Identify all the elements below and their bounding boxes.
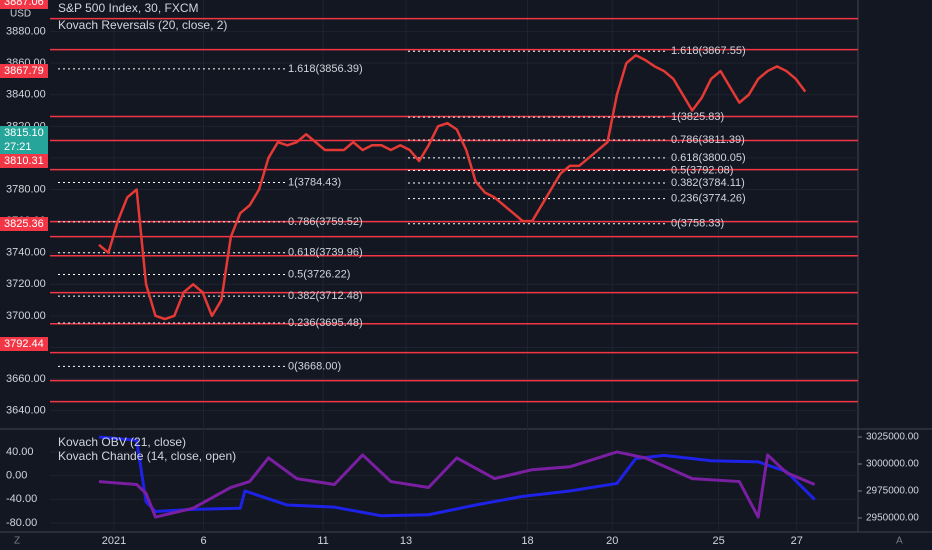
y2-tick-label: 2950000.00 [866, 513, 919, 524]
x-tick-label: 13 [400, 535, 412, 547]
fib-label: 0.786(3811.39) [671, 134, 745, 146]
fib-label: 1.618(3856.39) [288, 63, 363, 75]
x-tick-label: 6 [200, 535, 206, 547]
y-tick-label: -80.00 [6, 517, 37, 529]
price-tag [0, 140, 48, 154]
y-tick-label: 3740.00 [6, 247, 46, 259]
fib-label: 0.382(3712.48) [288, 290, 363, 302]
fib-label: 0.618(3739.96) [288, 247, 363, 259]
price-tag-label: 3815.10 [4, 127, 44, 139]
series-line [98, 54, 807, 321]
price-tag [0, 337, 48, 351]
fib-label: 1.618(3867.55) [671, 45, 746, 57]
y2-tick-label: 3000000.00 [866, 459, 919, 470]
x-tick-label: 27 [791, 535, 803, 547]
footer-left[interactable]: Z [14, 536, 20, 547]
y-tick-label: 40.00 [6, 446, 34, 458]
price-tag-label: 27:21 [4, 141, 32, 153]
x-tick-label: 11 [317, 535, 328, 547]
y-tick-label: 0.00 [6, 470, 27, 482]
fib-label: 0.236(3695.48) [288, 317, 363, 329]
fib-label: 0.382(3784.11) [671, 177, 745, 189]
price-tag [0, 126, 48, 140]
fib-label: 0(3668.00) [288, 360, 341, 372]
fib-label: 0.5(3792.08) [671, 164, 733, 176]
y-tick-label: 3720.00 [6, 278, 46, 290]
price-tag-label: 3792.44 [4, 338, 44, 350]
series-line [98, 450, 816, 519]
price-tag [0, 64, 48, 78]
price-tag [0, 0, 48, 9]
y-tick-label: 3640.00 [6, 405, 46, 417]
fib-label: 0(3758.33) [671, 218, 724, 230]
y2-tick-label: 2975000.00 [866, 486, 919, 497]
fib-label: 1(3784.43) [288, 176, 341, 188]
x-tick-label: 18 [521, 535, 533, 547]
x-tick-label: 2021 [102, 535, 126, 547]
y-tick-label: 3700.00 [6, 310, 46, 322]
fib-label: 0.618(3800.05) [671, 152, 746, 164]
price-tag-label: 3810.31 [4, 155, 44, 167]
price-tag-label: 3867.79 [4, 65, 44, 77]
y-tick-label: 3660.00 [6, 373, 46, 385]
currency: USD [10, 9, 31, 20]
y-tick-label: -40.00 [6, 493, 37, 505]
legend-entry: Kovach OBV (21, close) [58, 435, 186, 449]
price-tag [0, 217, 48, 231]
fib-label: 0.236(3774.26) [671, 192, 746, 204]
fib-label: 1(3825.83) [671, 111, 724, 123]
fib-label: 0.5(3726.22) [288, 268, 350, 280]
chart-title: S&P 500 Index, 30, FXCM [58, 1, 199, 15]
series-line [98, 435, 816, 518]
y2-tick-label: 3025000.00 [866, 432, 919, 443]
indicator-title: Kovach Reversals (20, close, 2) [58, 18, 227, 32]
price-tag [0, 154, 48, 168]
y-tick-label: 3880.00 [6, 25, 46, 37]
fib-label: 0.786(3759.52) [288, 216, 363, 228]
legend-entry: Kovach Chande (14, close, open) [58, 449, 236, 463]
y-tick-label: 3780.00 [6, 183, 46, 195]
x-tick-label: 25 [712, 535, 724, 547]
price-tag-label: 3825.36 [4, 218, 44, 230]
footer-right[interactable]: A [896, 536, 903, 547]
price-tag-label: 3887.06 [4, 0, 44, 8]
x-tick-label: 20 [606, 535, 618, 547]
y-tick-label: 3840.00 [6, 89, 46, 101]
